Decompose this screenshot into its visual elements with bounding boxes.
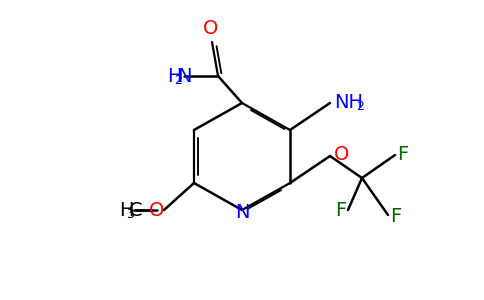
Text: 2: 2: [356, 100, 364, 112]
Text: F: F: [397, 145, 408, 164]
Text: 2: 2: [174, 74, 182, 88]
Text: O: O: [203, 19, 219, 38]
Text: H: H: [167, 67, 182, 85]
Text: N: N: [235, 203, 249, 223]
Text: H: H: [120, 200, 134, 220]
Text: N: N: [178, 67, 192, 85]
Text: F: F: [335, 202, 346, 220]
Text: O: O: [334, 146, 349, 164]
Text: 3: 3: [126, 208, 134, 221]
Text: O: O: [149, 200, 165, 220]
Text: F: F: [390, 206, 401, 226]
Text: NH: NH: [334, 92, 363, 112]
Text: C: C: [129, 200, 143, 220]
